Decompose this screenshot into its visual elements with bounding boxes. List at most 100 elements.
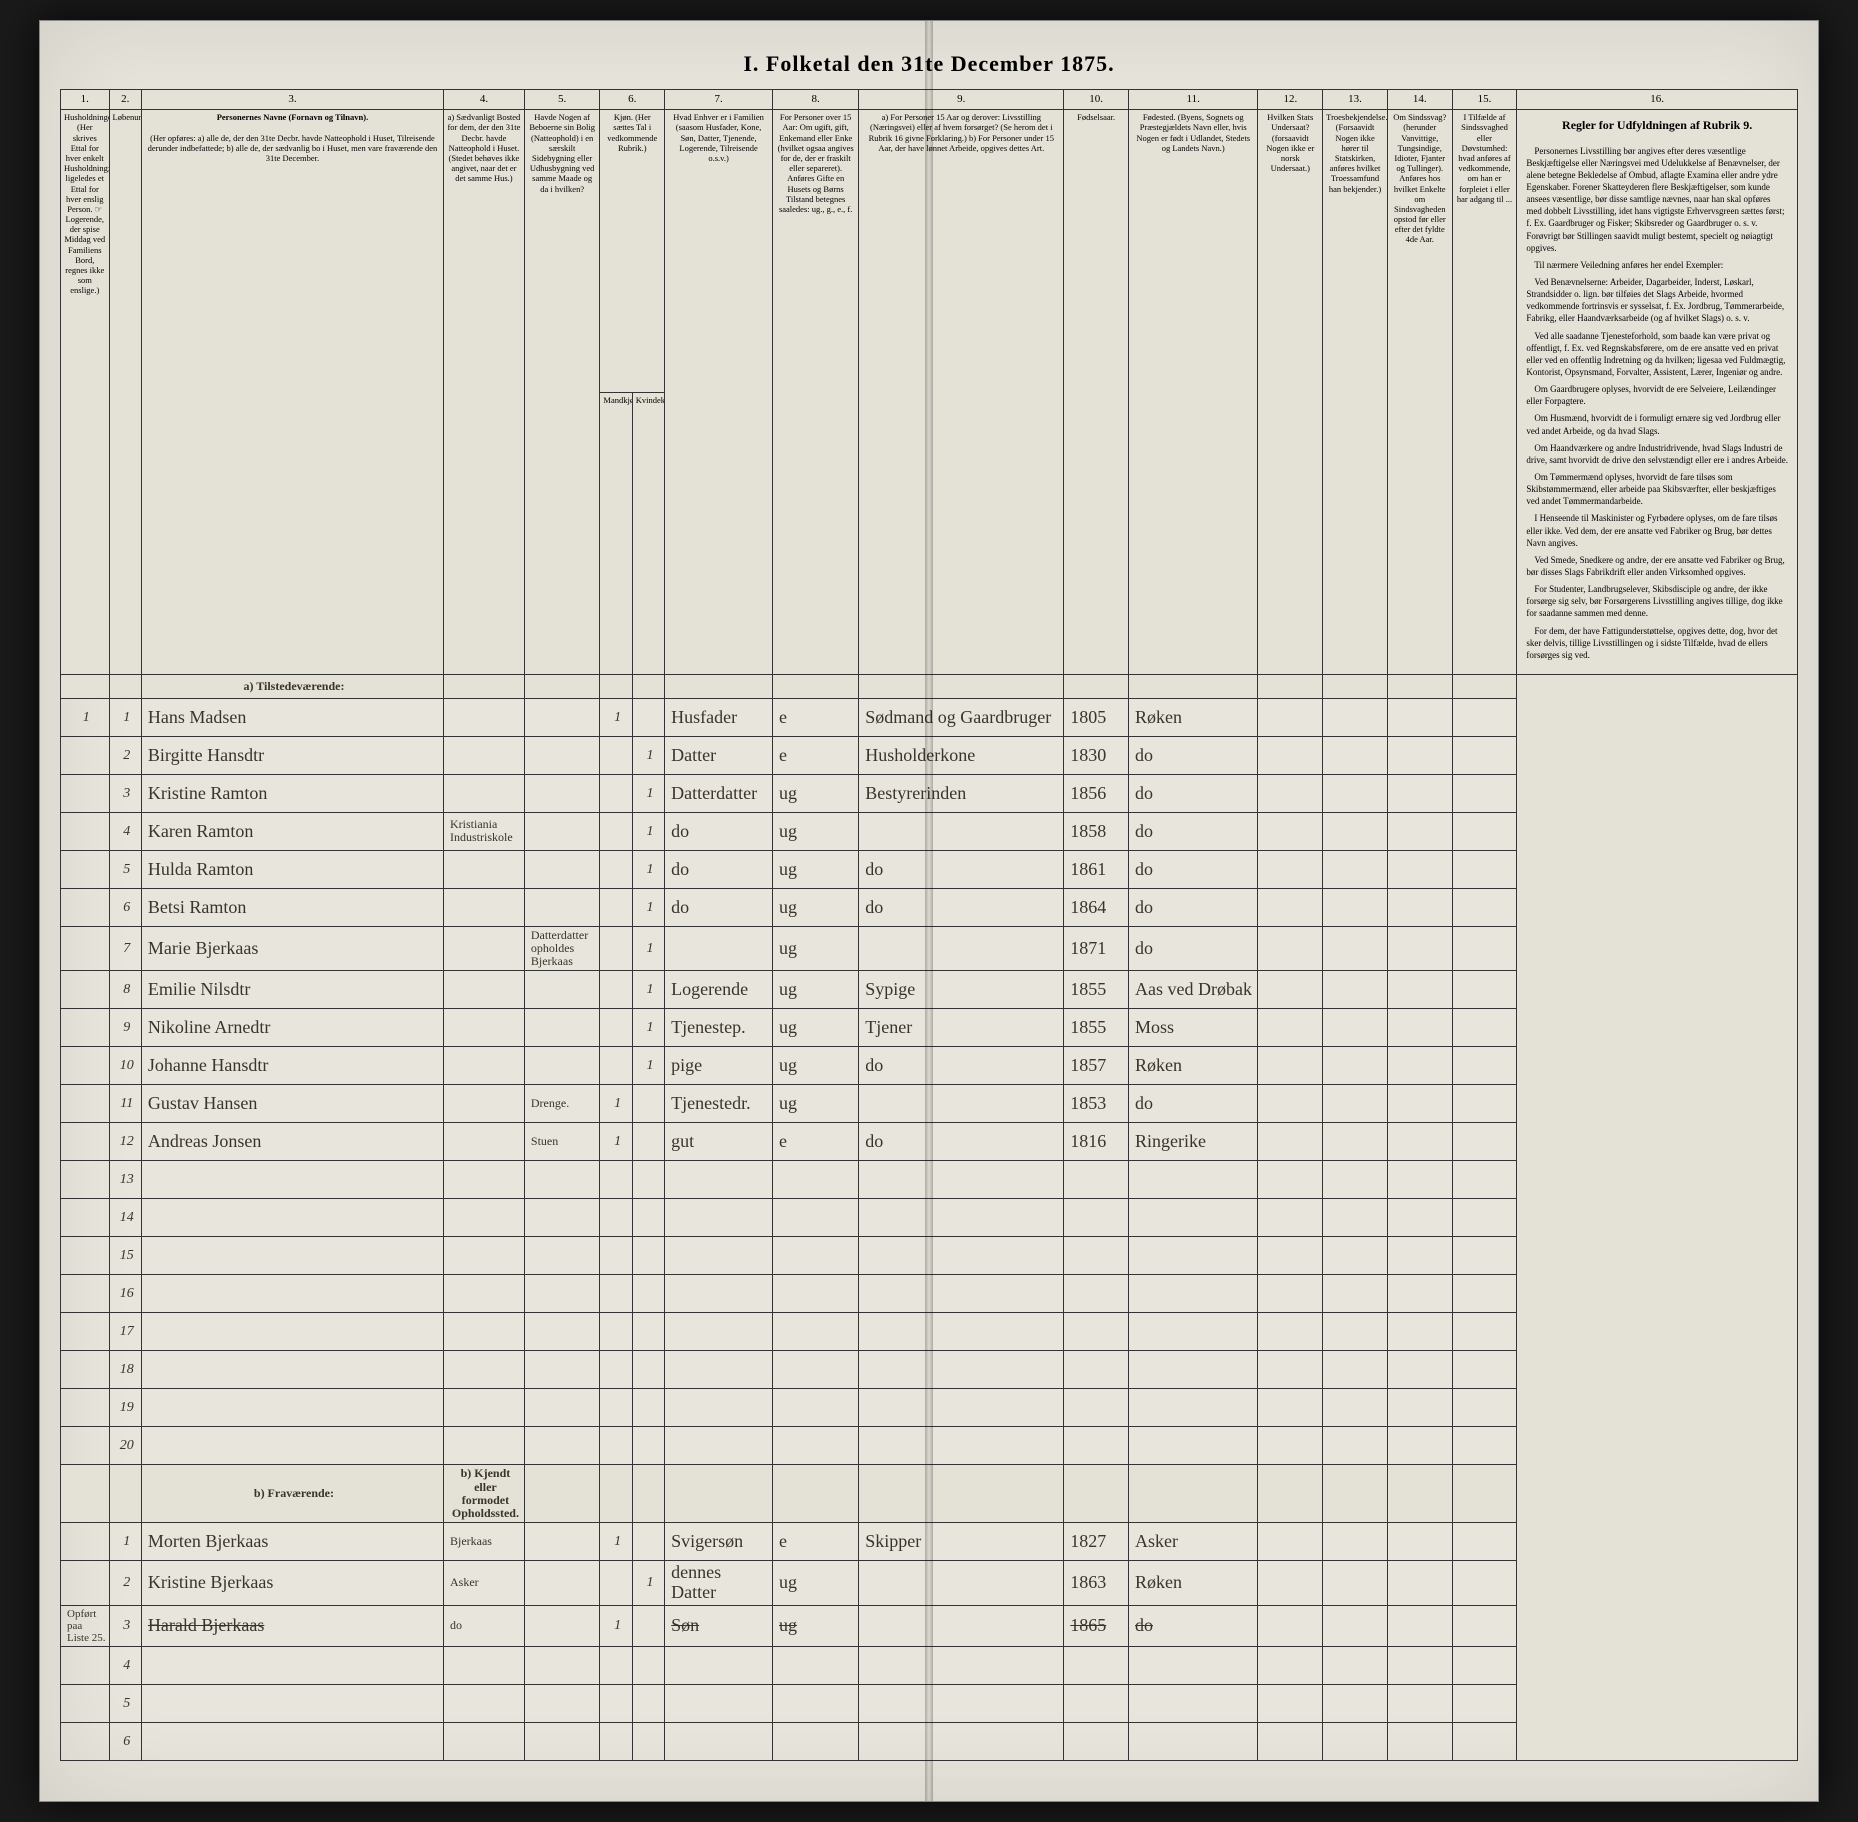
col14 [1387,774,1452,812]
col15 [1452,736,1517,774]
family-position: do [665,888,773,926]
marital-status: ug [773,1561,859,1606]
h-birthplace: Fødested. (Byens, Sognets og Præstegjæld… [1129,110,1258,675]
coln-16: 16. [1517,90,1798,110]
family-position: Tjenestedr. [665,1085,773,1123]
occupation: Sypige [859,971,1064,1009]
birth-year: 1830 [1064,736,1129,774]
religion [1323,926,1388,971]
citizenship [1258,888,1323,926]
person-num: 1 [109,1523,141,1561]
sex-female: 1 [632,888,664,926]
instruction-paragraph: Om Gaardbrugere oplyses, hvorvidt de ere… [1526,383,1788,407]
usual-residence [443,1047,524,1085]
c [665,1465,773,1523]
blank-cell [1129,1427,1258,1465]
col15 [1452,1047,1517,1085]
section-a-label: a) Tilstedeværende: [141,674,443,698]
occupation: Bestyrerinden [859,774,1064,812]
h-religion: Troesbekjendelse. (Forsaavidt Nogen ikke… [1323,110,1388,675]
occupation: do [859,1047,1064,1085]
religion [1323,698,1388,736]
person-name: Johanne Hansdtr [141,1047,443,1085]
person-name: Morten Bjerkaas [141,1523,443,1561]
religion [1323,774,1388,812]
occupation: do [859,888,1064,926]
birth-place: Røken [1129,1561,1258,1606]
person-num: 16 [109,1275,141,1313]
birth-place: do [1129,812,1258,850]
occupation [859,1605,1064,1646]
blank-cell [1387,1427,1452,1465]
blank-cell [600,1427,632,1465]
blank-cell [1129,1275,1258,1313]
blank-cell [600,1723,632,1761]
outbuilding [524,812,600,850]
blank-cell [665,1427,773,1465]
family-position: pige [665,1047,773,1085]
sex-female [632,1123,664,1161]
instruction-paragraph: Om Haandværkere og andre Industridrivend… [1526,442,1788,466]
sex-female: 1 [632,1561,664,1606]
marital-status: e [773,1523,859,1561]
blank-cell [1064,1427,1129,1465]
household-num: 1 [61,698,110,736]
sex-male: 1 [600,1605,632,1646]
blank-cell [600,1313,632,1351]
household-num [61,1561,110,1606]
blank-cell [1452,1647,1517,1685]
birth-year: 1855 [1064,1009,1129,1047]
birth-place: do [1129,736,1258,774]
coln-5: 5. [524,90,600,110]
page-title: I. Folketal den 31te December 1875. [60,51,1798,77]
blank-cell [1323,1237,1388,1275]
c [600,674,632,698]
blank-cell [632,1351,664,1389]
sex-female: 1 [632,774,664,812]
blank-cell [1129,1313,1258,1351]
instructions-text: Personernes Livsstilling bør angives eft… [1520,139,1794,672]
blank-cell [859,1199,1064,1237]
col14 [1387,1523,1452,1561]
col15 [1452,971,1517,1009]
blank-cell [773,1275,859,1313]
coln-11: 11. [1129,90,1258,110]
col15 [1452,698,1517,736]
person-num: 4 [109,812,141,850]
census-ledger-page: I. Folketal den 31te December 1875. 1. 2… [39,20,1819,1802]
blank-cell [632,1427,664,1465]
instruction-paragraph: Ved Smede, Snedkere og andre, der ere an… [1526,554,1788,578]
blank-cell [443,1237,524,1275]
blank-cell [141,1427,443,1465]
citizenship [1258,1123,1323,1161]
blank-cell [524,1237,600,1275]
usual-residence: Kristiania Industriskole [443,812,524,850]
outbuilding [524,888,600,926]
blank-cell [141,1723,443,1761]
person-name: Kristine Bjerkaas [141,1561,443,1606]
sex-female: 1 [632,736,664,774]
outbuilding [524,736,600,774]
household-num [61,1351,110,1389]
household-num [61,812,110,850]
h-marital: For Personer over 15 Aar: Om ugift, gift… [773,110,859,675]
birth-year: 1827 [1064,1523,1129,1561]
usual-residence: do [443,1605,524,1646]
col15 [1452,850,1517,888]
rules-title: Regler for Udfyldningen af Rubrik 9. [1520,118,1794,132]
sex-female: 1 [632,971,664,1009]
occupation: Sødmand og Gaardbruger [859,698,1064,736]
blank-cell [443,1313,524,1351]
c [859,674,1064,698]
citizenship [1258,1047,1323,1085]
religion [1323,1047,1388,1085]
blank-cell [1387,1199,1452,1237]
sex-male [600,1561,632,1606]
blank-cell [773,1389,859,1427]
usual-residence [443,888,524,926]
blank-cell [141,1647,443,1685]
outbuilding [524,1561,600,1606]
sex-male [600,888,632,926]
blank-cell [524,1723,600,1761]
person-num: 2 [109,736,141,774]
